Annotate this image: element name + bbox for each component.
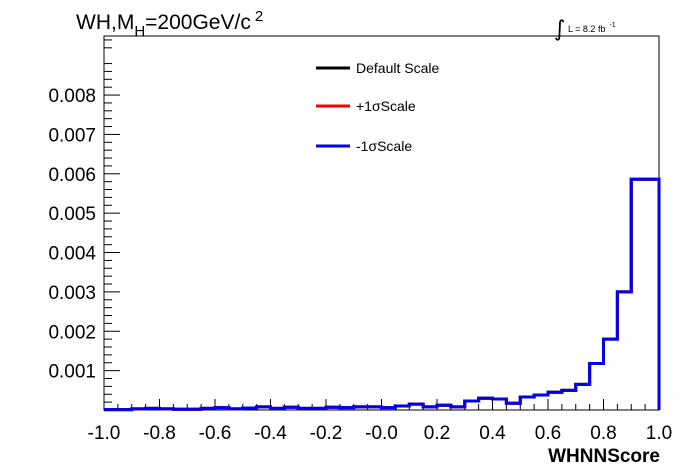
chart-title: WH,MH=200GeV/c 2	[76, 8, 263, 40]
x-tick-label: 0.6	[535, 423, 561, 444]
title-superscript: 2	[255, 8, 263, 25]
y-tick-label: 0.001	[48, 362, 96, 383]
x-tick-label: -0.6	[199, 423, 232, 444]
lumi-label: L = 8.2 fb -1	[568, 22, 616, 34]
x-tick-label: 1.0	[646, 423, 672, 444]
x-tick-label: -0.0	[365, 423, 398, 444]
y-tick-label: 0.004	[48, 244, 96, 265]
series-line-2	[104, 177, 661, 412]
x-tick-label: 0.4	[479, 423, 506, 444]
series-layer	[104, 177, 661, 412]
x-tick-label: -1.0	[88, 423, 121, 444]
x-tick-label: -0.8	[143, 423, 176, 444]
y-tick-label: 0.003	[48, 283, 96, 304]
x-tick-label: 0.8	[590, 423, 616, 444]
y-axis: 0.001 0.002 0.003 0.004 0.005 0.006 0.007 0.008	[48, 39, 120, 403]
legend-label: +1σScale	[356, 98, 416, 114]
title-prefix: WH,M	[76, 11, 134, 34]
lumi-superscript: -1	[609, 22, 615, 29]
lumi-text: L = 8.2 fb	[568, 24, 605, 34]
legend-label: -1σScale	[356, 138, 412, 154]
x-tick-label: -0.2	[310, 423, 343, 444]
y-tick-label: 0.008	[48, 86, 96, 107]
lumi-integral: ∫	[554, 17, 565, 42]
title-main: =200GeV/c	[145, 11, 251, 34]
x-axis-label: WHNNScore	[548, 446, 660, 467]
legend-label: Default Scale	[356, 60, 439, 76]
x-tick-label: -0.4	[254, 423, 287, 444]
y-tick-label: 0.006	[48, 165, 96, 186]
x-tick-label: 0.2	[424, 423, 450, 444]
series-line-1	[104, 177, 661, 412]
title-subscript: H	[134, 23, 145, 40]
plot-frame	[103, 35, 660, 411]
legend: Default Scale +1σScale -1σScale	[316, 60, 439, 154]
series-line-0	[104, 177, 661, 412]
y-tick-label: 0.007	[48, 125, 96, 146]
y-tick-label: 0.002	[48, 322, 96, 343]
y-tick-label: 0.005	[48, 204, 96, 225]
